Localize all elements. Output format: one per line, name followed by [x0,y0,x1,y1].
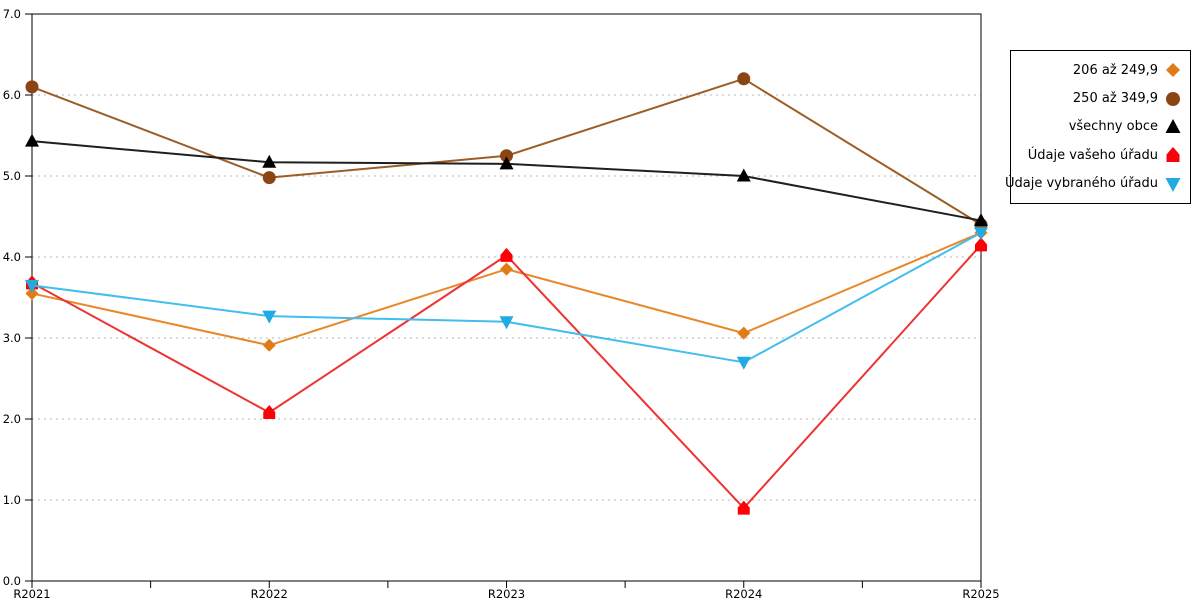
x-tick-label: R2024 [725,587,762,600]
series-1 [25,72,988,232]
legend-marker-pentagon-icon [1166,147,1180,163]
series-0 [25,226,988,352]
legend-marker-diamond-icon [1166,63,1180,78]
y-tick-label: 7.0 [3,7,21,21]
x-tick-label: R2021 [13,587,50,600]
y-tick-label: 0.0 [3,574,21,588]
y-axis: 0.0 1.0 2.0 3.0 4.0 5.0 6.0 7.0 [3,7,32,588]
y-tick-label: 1.0 [3,493,21,507]
series-3 [26,237,987,515]
y-tick-label: 3.0 [3,331,21,345]
y-tick-label: 5.0 [3,169,21,183]
plot-border [31,13,982,582]
x-tick-label: R2023 [488,587,525,600]
legend-label: 250 až 349,9 [1072,91,1158,107]
y-tick-label: 4.0 [3,250,21,264]
legend-label: Údaje vybraného úřadu [1004,176,1158,192]
legend-marker-triangle-up-icon [1165,118,1181,133]
legend-item: Údaje vybraného úřadu [1005,170,1190,198]
series-2 [25,133,988,227]
legend-label: všechny obce [1068,119,1158,135]
legend-label: Údaje vašeho úřadu [1027,147,1158,163]
legend-item: 206 až 249,9 [1011,56,1190,84]
x-tick-label: R2025 [962,587,999,600]
legend-item: 250 až 349,9 [1011,84,1190,112]
y-tick-label: 6.0 [3,88,21,102]
series-4 [25,227,988,370]
legend-label: 206 až 249,9 [1072,62,1158,78]
legend-item: všechny obce [1011,113,1190,141]
legend-marker-circle-icon [1166,91,1180,106]
chart-legend: 206 až 249,9 250 až 349,9 všechny obce Ú… [1005,50,1191,204]
y-tick-label: 2.0 [3,412,21,426]
legend-marker-triangle-down-icon [1165,177,1181,192]
x-axis: R2021 R2022 R2023 R2024 R2025 [13,581,1000,600]
legend-item: Údaje vašeho úřadu [1011,141,1190,169]
x-tick-label: R2022 [251,587,288,600]
